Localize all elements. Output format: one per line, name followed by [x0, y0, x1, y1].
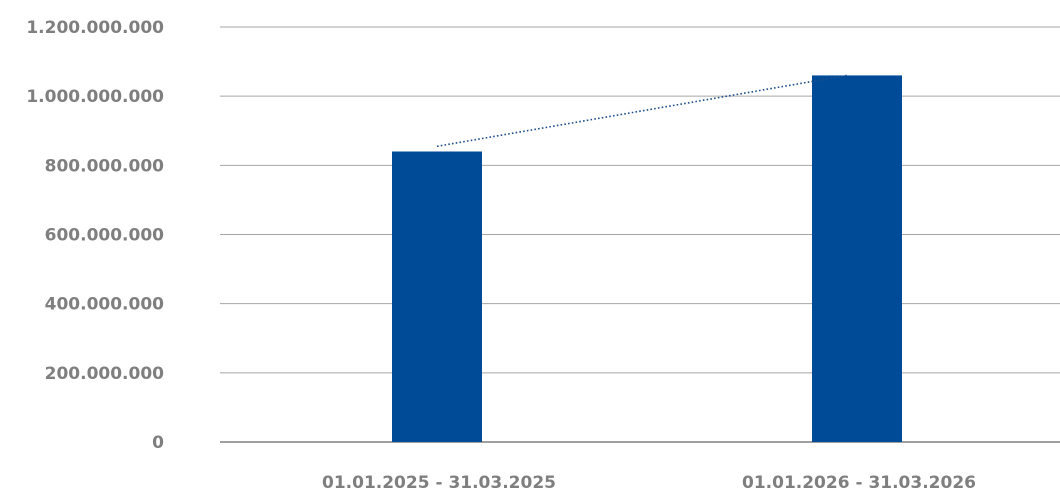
y-tick-label: 400.000.000: [45, 295, 165, 315]
gridlines: [220, 26, 1060, 443]
x-axis-category-labels: 01.01.2025 - 31.03.2025 01.01.2026 - 31.0…: [322, 473, 976, 493]
y-tick-label: 1.200.000.000: [26, 18, 164, 38]
bar: [812, 75, 902, 443]
y-axis-tick-labels: 0 200.000.000 400.000.000 600.000.000 800.00…: [26, 18, 164, 453]
x-category-label: 01.01.2026 - 31.03.2026: [742, 473, 976, 493]
y-tick-label: 1.000.000.000: [26, 87, 164, 107]
bar: [392, 151, 482, 442]
trendline-layer: [436, 74, 848, 148]
bars: [392, 75, 902, 443]
trendline: [436, 74, 848, 148]
y-tick-label: 200.000.000: [45, 364, 165, 384]
y-tick-label: 800.000.000: [45, 156, 165, 176]
y-tick-label: 600.000.000: [45, 226, 165, 246]
y-tick-label: 0: [152, 433, 164, 453]
x-category-label: 01.01.2025 - 31.03.2025: [322, 473, 556, 493]
